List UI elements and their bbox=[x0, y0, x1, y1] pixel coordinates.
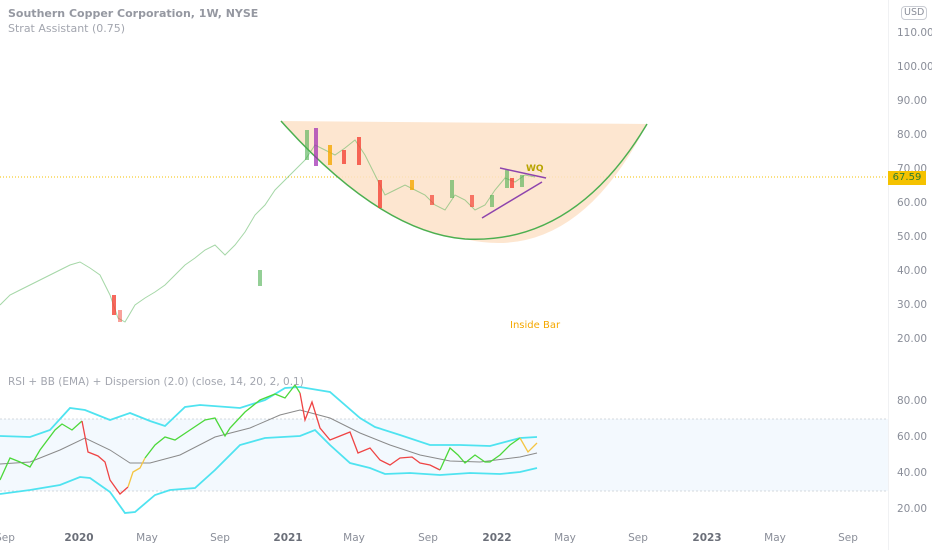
rsi-indicator-title[interactable]: RSI + BB (EMA) + Dispersion (2.0) (close… bbox=[8, 376, 304, 388]
wq-label: WQ bbox=[526, 164, 544, 174]
price-tick: 80.00 bbox=[897, 129, 928, 141]
bb-lower-line bbox=[0, 428, 538, 514]
candles bbox=[0, 128, 536, 323]
price-tick: 50.00 bbox=[897, 231, 928, 243]
chart-canvas[interactable] bbox=[0, 0, 888, 550]
price-tick: 100.00 bbox=[897, 61, 932, 73]
price-axis-divider bbox=[888, 0, 889, 550]
time-tick: 2023 bbox=[692, 532, 722, 544]
time-tick: May bbox=[554, 532, 576, 544]
indicator-label[interactable]: Strat Assistant (0.75) bbox=[8, 22, 126, 35]
cup-pattern-curve bbox=[280, 120, 648, 241]
time-tick: May bbox=[764, 532, 786, 544]
time-tick: Sep bbox=[418, 532, 438, 544]
time-tick: May bbox=[343, 532, 365, 544]
time-tick: May bbox=[136, 532, 158, 544]
time-tick: Sep bbox=[838, 532, 858, 544]
triangle-lower-line bbox=[481, 181, 543, 219]
rsi-tick: 20.00 bbox=[897, 503, 928, 515]
time-tick: 2021 bbox=[273, 532, 303, 544]
currency-badge[interactable]: USD bbox=[901, 6, 928, 20]
rsi-band bbox=[0, 419, 888, 491]
rsi-tick: 40.00 bbox=[897, 467, 928, 479]
price-tick: 20.00 bbox=[897, 333, 928, 345]
cup-pattern-fill bbox=[281, 121, 647, 244]
price-tick: 60.00 bbox=[897, 197, 928, 209]
rsi-tick: 60.00 bbox=[897, 431, 928, 443]
triangle-upper-line bbox=[499, 167, 547, 179]
price-tick: 110.00 bbox=[897, 27, 932, 39]
inside-bar-label: Inside Bar bbox=[510, 320, 561, 331]
symbol-title[interactable]: Southern Copper Corporation, 1W, NYSE bbox=[8, 7, 259, 20]
price-tick: 90.00 bbox=[897, 95, 928, 107]
bb-upper-line bbox=[0, 386, 538, 447]
time-tick: 2022 bbox=[482, 532, 512, 544]
rsi-tick: 80.00 bbox=[897, 395, 928, 407]
time-tick: 2020 bbox=[64, 532, 94, 544]
price-tick: 30.00 bbox=[897, 299, 928, 311]
time-tick: Sep bbox=[0, 532, 15, 544]
rsi-line bbox=[0, 420, 83, 481]
current-price-tag: 67.59 bbox=[888, 171, 926, 185]
price-tick: 40.00 bbox=[897, 265, 928, 277]
time-tick: Sep bbox=[210, 532, 230, 544]
time-tick: Sep bbox=[628, 532, 648, 544]
